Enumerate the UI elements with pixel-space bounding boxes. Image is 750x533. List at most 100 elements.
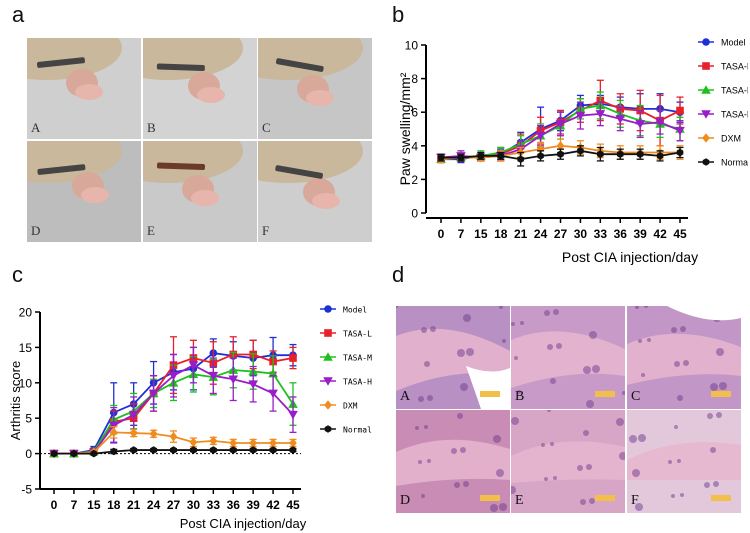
photo-letter-c: C (262, 120, 271, 135)
data-point (656, 152, 664, 160)
legend-label: DXM (721, 134, 741, 144)
photo-letter-e: E (147, 223, 155, 238)
x-tick-label: 18 (107, 498, 121, 512)
x-tick-label: 7 (458, 227, 465, 241)
legend-label: TASA-M (343, 354, 372, 363)
data-point (575, 111, 586, 121)
data-point (170, 446, 177, 454)
legend-label: Model (343, 306, 367, 315)
x-tick-label: 0 (438, 227, 445, 241)
photo-letter-a: A (31, 120, 41, 135)
legend-marker (702, 62, 710, 70)
x-tick-label: 36 (614, 227, 628, 241)
x-tick-label: 33 (594, 227, 608, 241)
histology-c: C (627, 306, 741, 409)
legend-marker (702, 38, 710, 46)
data-point (676, 106, 684, 115)
scale-bar (711, 495, 731, 501)
data-point (437, 153, 445, 162)
scale-bar (480, 391, 500, 397)
legend-marker (323, 377, 333, 386)
x-tick-label: 18 (494, 227, 508, 241)
legend-label: Normal (343, 426, 372, 435)
legend-label: DXM (343, 402, 358, 411)
histology-letter-e: E (515, 493, 524, 508)
data-point (229, 438, 238, 448)
histology-a: A (396, 306, 510, 409)
data-point (595, 110, 606, 119)
data-point (675, 126, 685, 136)
photo-a: A (27, 38, 141, 139)
y-tick-label: 15 (19, 341, 33, 355)
y-tick-label: 0 (25, 447, 32, 461)
data-point (109, 427, 118, 438)
y-tick-label: 10 (19, 376, 33, 390)
legend-marker (324, 305, 332, 313)
histology-d: D (396, 410, 510, 513)
y-tick-label: 10 (405, 39, 419, 53)
data-point (110, 447, 118, 456)
legend-label: Model (721, 38, 746, 48)
x-tick-label: 7 (71, 498, 78, 512)
data-point (289, 354, 297, 362)
photo-e: E (143, 141, 257, 242)
data-point (535, 131, 546, 141)
y-tick-label: 2 (411, 173, 418, 187)
data-point (148, 389, 159, 399)
scale-bar (595, 495, 615, 501)
data-point (190, 446, 197, 454)
data-point (210, 446, 217, 454)
x-tick-label: 39 (633, 227, 647, 241)
data-point (70, 449, 78, 458)
data-point (288, 410, 298, 420)
x-tick-label: 21 (127, 498, 141, 512)
y-tick-label: 20 (19, 306, 33, 320)
data-point (577, 147, 584, 155)
y-tick-label: 4 (411, 139, 418, 153)
x-axis-title: Post CIA injection/day (180, 516, 307, 531)
legend-label: TASA-H (721, 110, 748, 120)
panel-label-c: c (12, 262, 23, 287)
y-tick-label: 8 (411, 72, 418, 86)
x-tick-label: 27 (167, 498, 181, 512)
data-point (189, 437, 198, 448)
data-point (188, 361, 199, 370)
x-tick-label: 36 (227, 498, 241, 512)
panel-label-a: a (12, 2, 25, 27)
photo-letter-d: D (31, 223, 41, 238)
data-point (636, 150, 644, 158)
data-point (555, 120, 566, 129)
y-tick-label: 6 (411, 106, 418, 120)
data-point (168, 371, 179, 381)
data-point (537, 152, 544, 160)
data-point (477, 152, 485, 160)
legend-marker (701, 85, 711, 94)
x-tick-label: 42 (266, 498, 280, 512)
histology-b: B (511, 306, 625, 409)
data-point (130, 446, 137, 454)
data-point (169, 431, 178, 442)
y-tick-label: 5 (25, 412, 32, 426)
data-point (497, 152, 505, 160)
histology-letter-f: F (631, 493, 639, 508)
x-tick-label: 45 (673, 227, 687, 241)
data-point (228, 375, 239, 385)
histology-letter-c: C (631, 389, 641, 404)
x-tick-label: 42 (653, 227, 667, 241)
data-point (268, 389, 278, 399)
legend-label: TASA-H (343, 378, 372, 387)
x-tick-label: 39 (246, 498, 260, 512)
x-tick-label: 24 (147, 498, 161, 512)
data-point (249, 438, 257, 448)
data-point (50, 449, 58, 458)
histology-letter-a: A (400, 389, 411, 404)
data-point (90, 449, 98, 458)
data-point (615, 115, 626, 124)
data-point (536, 144, 545, 154)
data-point (616, 150, 624, 158)
data-point (149, 428, 158, 439)
photo-d: D (27, 141, 141, 242)
panel-label-d: d (392, 262, 405, 287)
x-tick-label: 33 (207, 498, 221, 512)
histology-f: F (627, 410, 741, 513)
